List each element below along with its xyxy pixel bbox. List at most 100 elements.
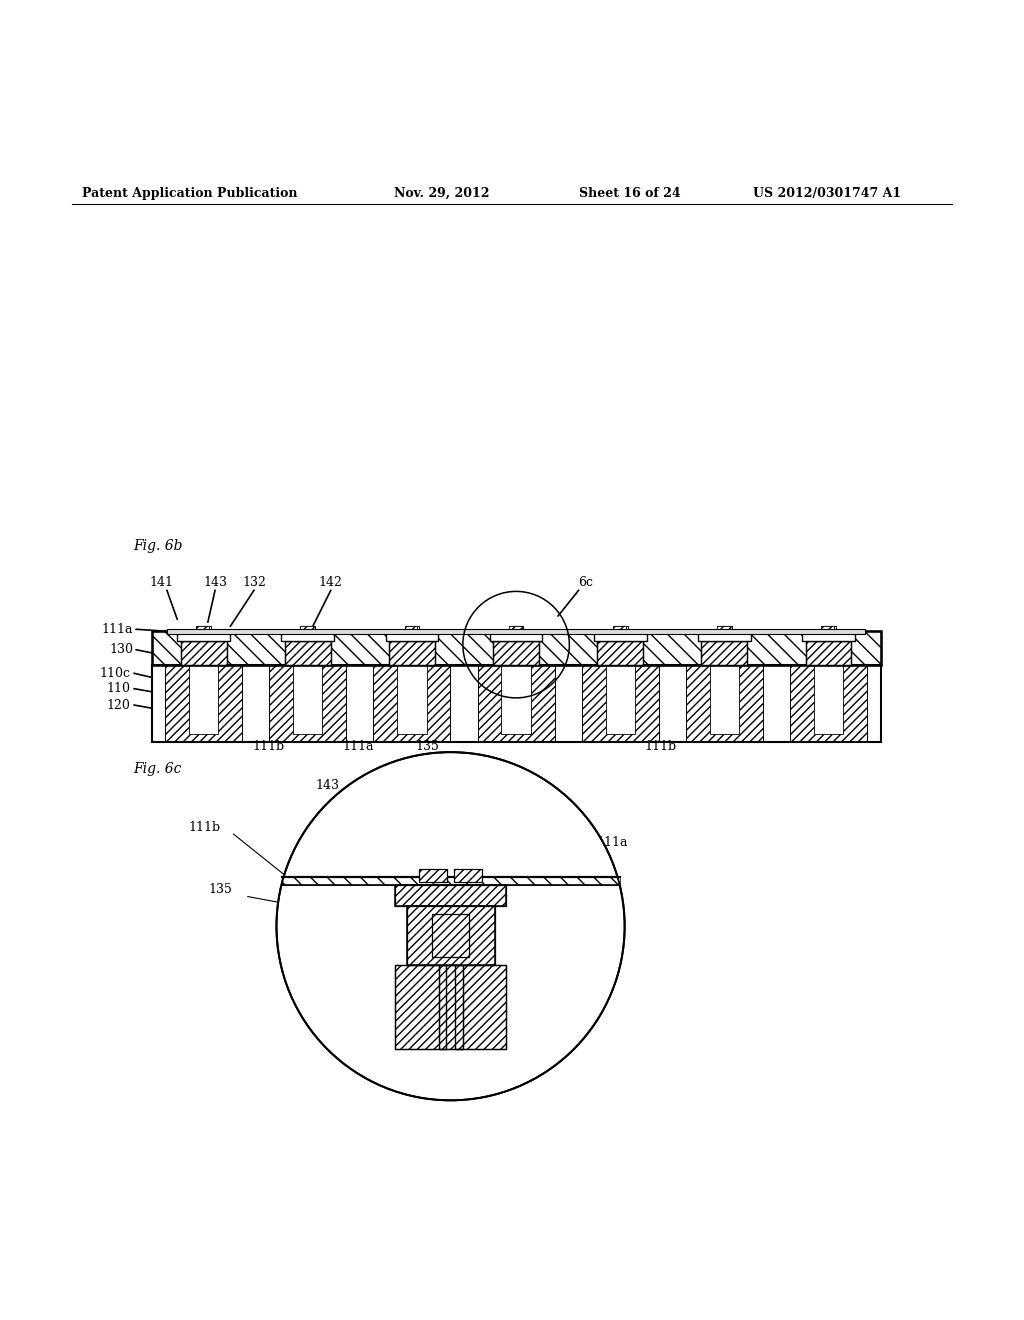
Bar [821, 626, 835, 634]
Bar [404, 626, 418, 634]
Bar [177, 634, 230, 640]
Bar [582, 665, 658, 742]
Text: 111b: 111b [644, 741, 677, 754]
Bar [404, 626, 418, 634]
Text: US 2012/0301747 A1: US 2012/0301747 A1 [753, 187, 901, 199]
Text: 143: 143 [315, 779, 340, 792]
Text: Fig. 6b: Fig. 6b [133, 539, 182, 553]
Bar [419, 869, 447, 882]
Bar [455, 965, 506, 1049]
Bar [509, 626, 521, 634]
Bar [717, 626, 730, 634]
Bar [594, 634, 646, 640]
Bar [407, 906, 495, 965]
Bar [438, 965, 463, 1049]
Text: 110: 110 [106, 682, 130, 696]
Text: 142: 142 [512, 779, 537, 792]
Bar [167, 630, 865, 635]
Bar [395, 886, 506, 906]
Bar [791, 665, 867, 742]
Bar [180, 640, 226, 665]
Bar [302, 626, 315, 634]
Bar [419, 869, 447, 882]
Text: 111b: 111b [188, 821, 221, 834]
Bar [698, 634, 751, 640]
Bar [197, 626, 209, 634]
Bar [614, 626, 628, 634]
Bar [719, 626, 732, 634]
Bar [494, 640, 539, 665]
Text: 111a: 111a [343, 741, 374, 754]
Text: 135: 135 [415, 741, 439, 754]
Bar [511, 626, 523, 634]
Text: 111a: 111a [101, 623, 133, 636]
Bar [802, 634, 855, 640]
Bar [395, 965, 446, 1049]
Bar [180, 640, 226, 665]
Bar [198, 626, 211, 634]
Bar [701, 640, 748, 665]
Bar [282, 634, 334, 640]
Bar [189, 665, 218, 734]
Bar [719, 626, 732, 634]
Bar [814, 665, 843, 734]
Bar [282, 876, 620, 886]
Bar [509, 626, 521, 634]
Bar [489, 634, 543, 640]
Bar [494, 640, 539, 665]
Bar [701, 640, 748, 665]
Bar [197, 626, 209, 634]
Bar [407, 906, 495, 965]
Text: 130: 130 [110, 643, 133, 656]
Bar [613, 626, 626, 634]
Bar [432, 913, 469, 957]
Bar [269, 665, 346, 742]
Bar [300, 626, 313, 634]
Bar [389, 640, 435, 665]
Text: Patent Application Publication: Patent Application Publication [82, 187, 297, 199]
Bar [285, 640, 331, 665]
Bar [438, 965, 463, 1049]
Bar [454, 869, 482, 882]
Bar [300, 626, 313, 634]
Bar [710, 665, 739, 734]
Bar [613, 626, 626, 634]
Bar [823, 626, 836, 634]
Text: 141: 141 [150, 577, 174, 589]
Bar [455, 965, 506, 1049]
Text: 111b: 111b [252, 741, 285, 754]
Text: Sheet 16 of 24: Sheet 16 of 24 [579, 187, 680, 199]
Bar [165, 665, 242, 742]
Text: 132: 132 [596, 896, 620, 908]
Bar [823, 626, 836, 634]
Text: 143: 143 [203, 577, 227, 589]
Bar [152, 631, 881, 665]
Bar [821, 626, 835, 634]
Bar [511, 626, 523, 634]
Circle shape [276, 752, 625, 1101]
Text: 111a: 111a [596, 837, 628, 849]
Bar [302, 626, 315, 634]
Bar [285, 640, 331, 665]
Bar [386, 634, 438, 640]
Bar [477, 665, 555, 742]
Bar [597, 640, 643, 665]
Bar [198, 626, 211, 634]
Bar [407, 626, 419, 634]
Bar [686, 665, 763, 742]
Bar [432, 913, 469, 957]
Bar [397, 665, 427, 734]
Bar [597, 640, 643, 665]
Bar [407, 626, 419, 634]
Bar [605, 665, 635, 734]
Bar [152, 665, 881, 742]
Bar [152, 631, 881, 665]
Text: 120: 120 [106, 698, 130, 711]
Bar [614, 626, 628, 634]
Bar [374, 665, 451, 742]
Bar [806, 640, 852, 665]
Bar [395, 965, 446, 1049]
Bar [806, 640, 852, 665]
Bar [502, 665, 530, 734]
Text: 110c: 110c [99, 667, 130, 680]
